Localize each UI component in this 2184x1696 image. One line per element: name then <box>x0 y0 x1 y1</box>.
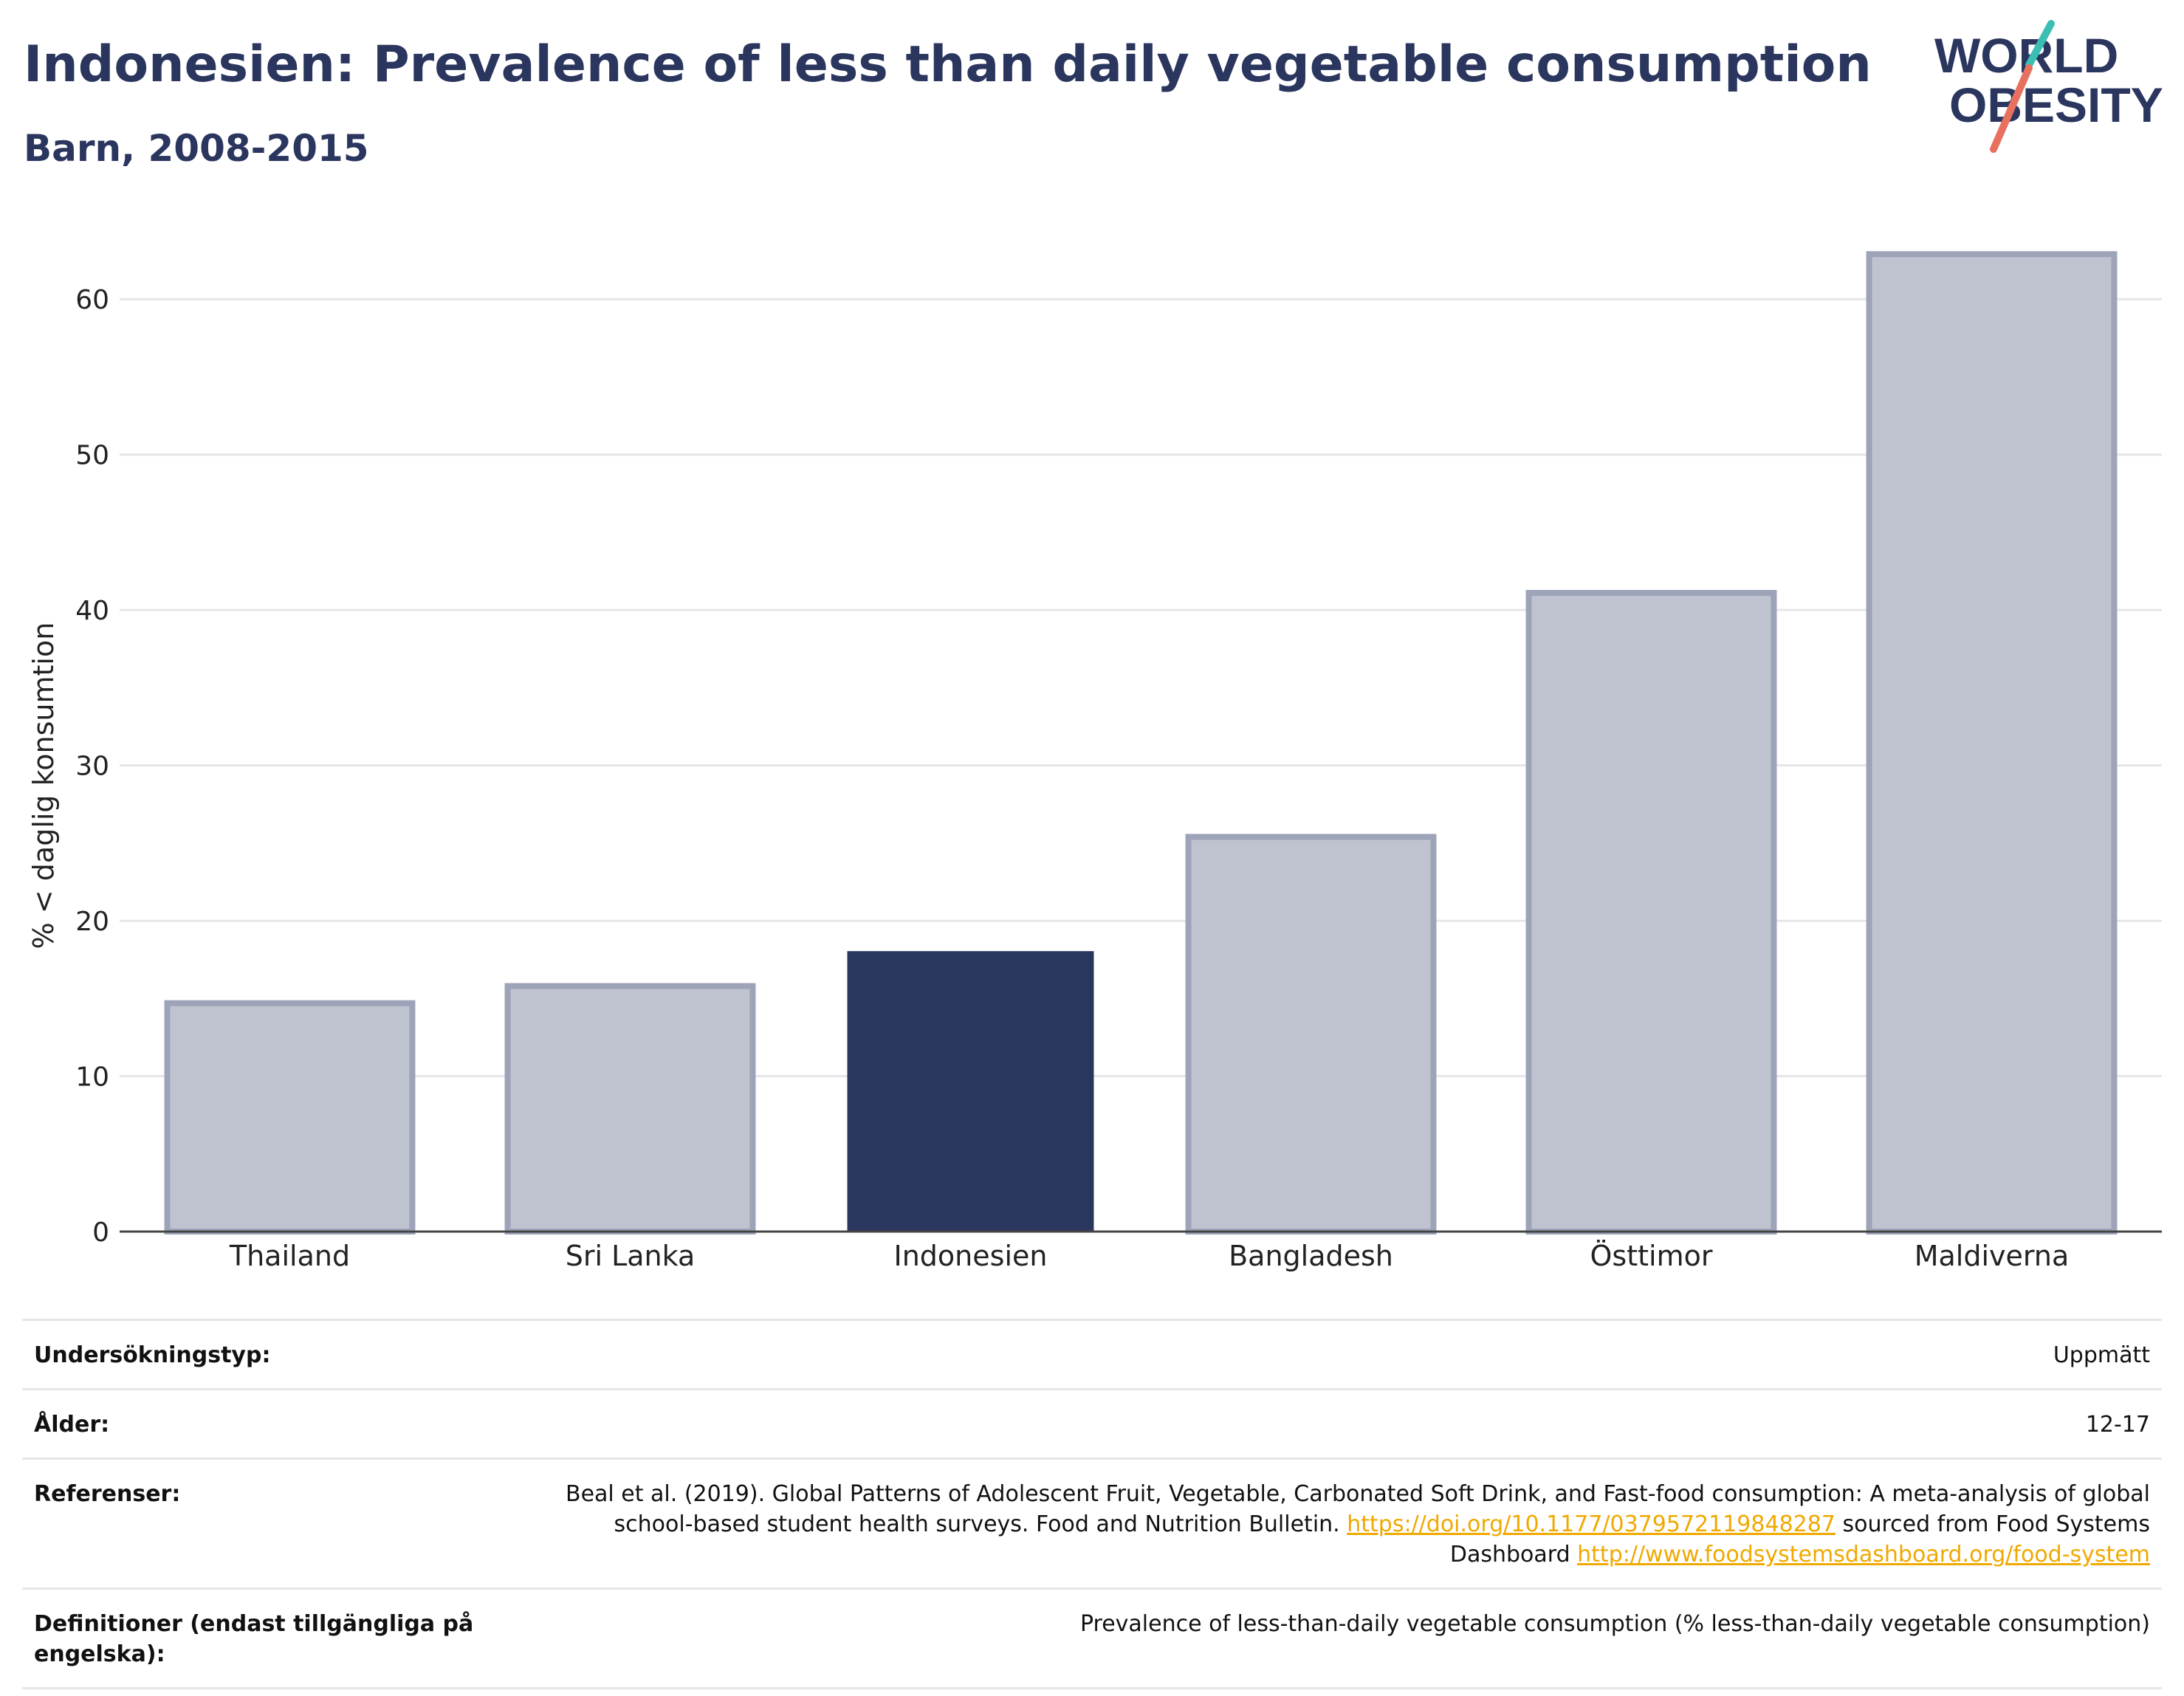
x-tick-label: Indonesien <box>894 1240 1048 1272</box>
bar--sttimor <box>1525 590 1777 1235</box>
y-tick-label: 0 <box>92 1218 109 1248</box>
food-systems-dashboard-link[interactable]: http://www.foodsystemsdashboard.org/food… <box>1577 1542 2150 1568</box>
bar-indonesien <box>847 951 1094 1232</box>
y-tick-label: 30 <box>75 752 109 782</box>
x-tick-label: Östtimor <box>1590 1240 1713 1272</box>
logo-line2: OBESITY <box>1949 78 2163 132</box>
doi-link[interactable]: https://doi.org/10.1177/0379572119848287 <box>1347 1511 1836 1537</box>
y-axis-label: % < daglig konsumtion <box>27 622 60 950</box>
y-tick-label: 10 <box>75 1062 109 1093</box>
info-row-definitions: Definitioner (endast tillgängliga på eng… <box>22 1590 2162 1689</box>
x-tick-label: Thailand <box>229 1240 350 1272</box>
definitions-label: Definitioner (endast tillgängliga på eng… <box>34 1611 474 1667</box>
survey-type-value: Uppmätt <box>2053 1342 2150 1368</box>
x-tick-labels: Thailand Sri Lanka Indonesien Bangladesh Öst… <box>229 1240 2069 1272</box>
y-tick-label: 60 <box>75 285 109 315</box>
info-row-age: Ålder: 12-17 <box>22 1390 2162 1460</box>
x-tick-label: Sri Lanka <box>566 1240 696 1272</box>
chart-title: Indonesien: Prevalence of less than dail… <box>24 35 1872 94</box>
gridlines <box>120 298 2162 1078</box>
references-label: Referenser: <box>34 1481 181 1507</box>
bar-maldiverna <box>1866 251 2118 1235</box>
survey-type-label: Undersökningstyp: <box>34 1342 271 1368</box>
logo-slash-coral <box>1990 64 2033 153</box>
bar-bangladesh <box>1185 834 1437 1235</box>
x-tick-label: Maldiverna <box>1915 1240 2070 1272</box>
references-value: Beal et al. (2019). Global Patterns of A… <box>526 1479 2150 1570</box>
y-tick-labels: 0 10 20 30 40 50 60 <box>75 285 109 1248</box>
logo-slash-teal <box>2025 20 2055 69</box>
bars <box>164 251 2118 1235</box>
age-value: 12-17 <box>2085 1412 2150 1438</box>
y-tick-label: 50 <box>75 441 109 471</box>
reference-text-2: sourced from Food Systems Dashboard <box>1449 1511 2150 1568</box>
info-row-references: Referenser: Beal et al. (2019). Global P… <box>22 1460 2162 1590</box>
x-tick-label: Bangladesh <box>1229 1240 1393 1272</box>
bar-chart: 0 10 20 30 40 50 60 Thailand Sri Lanka Indonesie… <box>27 251 2162 1272</box>
definitions-value: Prevalence of less-than-daily vegetable … <box>1079 1611 2150 1637</box>
age-label: Ålder: <box>34 1412 110 1438</box>
y-tick-label: 20 <box>75 907 109 937</box>
bar-sri-lanka <box>504 983 756 1235</box>
info-table: Undersökningstyp: Uppmätt Ålder: 12-17 R… <box>22 1319 2162 1689</box>
bar-thailand <box>164 1000 416 1235</box>
info-row-survey-type: Undersökningstyp: Uppmätt <box>22 1321 2162 1390</box>
y-tick-label: 40 <box>75 596 109 626</box>
reference-text-1: Beal et al. (2019). Global Patterns of A… <box>565 1481 2150 1537</box>
chart-subtitle: Barn, 2008-2015 <box>24 127 369 170</box>
world-obesity-logo: WORLD OBESITY <box>1934 20 2163 153</box>
